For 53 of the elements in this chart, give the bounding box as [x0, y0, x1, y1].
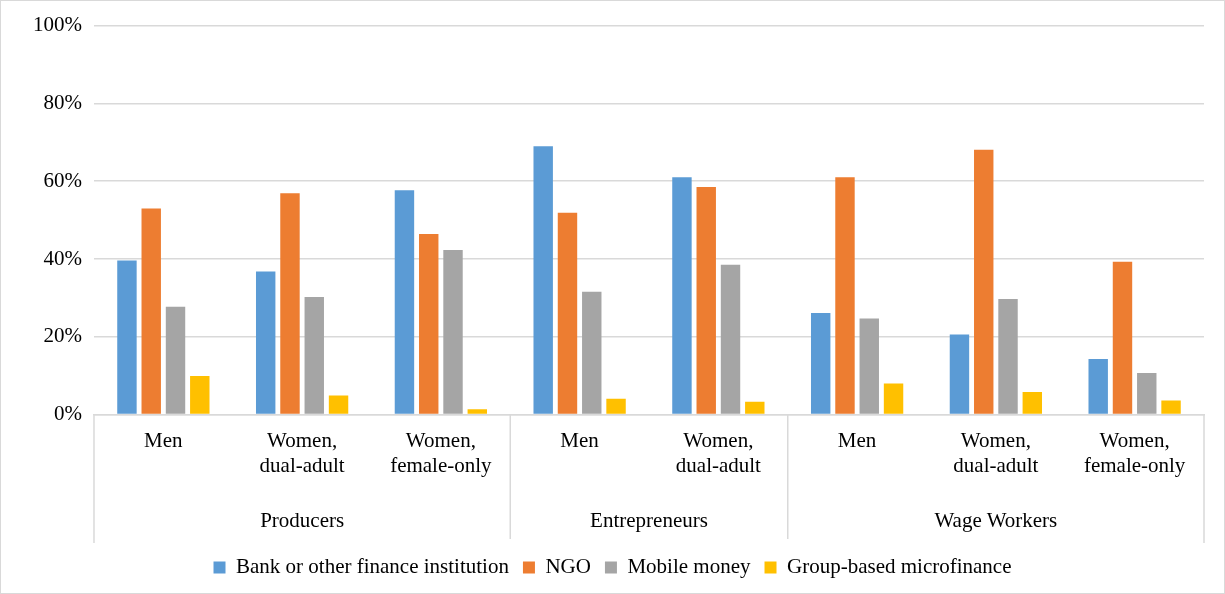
- bar: [883, 383, 904, 414]
- x-tick-label: Men: [837, 427, 877, 452]
- bar: [974, 149, 994, 414]
- bar: [1161, 400, 1181, 414]
- bar: [557, 212, 578, 414]
- bar: [419, 234, 439, 414]
- bar: [835, 177, 855, 414]
- bar: [998, 299, 1018, 414]
- x-tick-label: Women, female-only: [390, 427, 493, 477]
- text: Wage Workers: [934, 507, 1058, 532]
- x-tick-label: Women, dual-adult: [675, 427, 762, 477]
- bar: [467, 409, 488, 414]
- bar: [280, 193, 300, 414]
- y-tick-label: 80%: [43, 89, 82, 114]
- bar: [141, 208, 161, 414]
- y-tick-label: 0%: [53, 401, 82, 426]
- bar: [696, 187, 716, 414]
- bar: [949, 334, 970, 414]
- text: Producers: [260, 507, 345, 532]
- bar: [1088, 358, 1108, 414]
- bar: [117, 260, 137, 414]
- y-tick-label: 60%: [43, 167, 82, 192]
- x-tick-label: Men: [144, 427, 184, 452]
- bar: [304, 297, 324, 414]
- x-tick-label: Men: [560, 427, 600, 452]
- x-tick-label: Women, dual-adult: [259, 427, 345, 477]
- legend-label: Bank or other finance institution: [236, 554, 510, 579]
- bar: [606, 398, 626, 414]
- bar: [255, 271, 276, 414]
- bar: [745, 401, 765, 414]
- x-tick-label: Women, female-only: [1083, 427, 1186, 477]
- bar: [165, 306, 186, 414]
- x-tick-label: Women, dual-adult: [953, 427, 1039, 477]
- bar: [582, 291, 602, 414]
- bar: [394, 190, 415, 414]
- bar: [1022, 392, 1043, 414]
- bar: [720, 264, 741, 414]
- y-tick-label: 20%: [43, 323, 82, 348]
- bar: [672, 177, 692, 414]
- bar: [190, 376, 210, 414]
- bar: [533, 146, 553, 414]
- legend-label: Mobile money: [627, 554, 752, 579]
- text: Entrepreneurs: [590, 507, 708, 532]
- legend-label: Group-based microfinance: [787, 554, 1012, 579]
- bar: [859, 318, 879, 414]
- bar: [443, 250, 463, 414]
- legend-label: NGO: [545, 554, 591, 579]
- y-tick-label: 40%: [43, 245, 82, 270]
- bar: [328, 395, 349, 414]
- bar: [1137, 372, 1157, 414]
- y-tick-label: 100%: [32, 12, 82, 37]
- bar: [1112, 261, 1133, 414]
- bar: [810, 313, 831, 414]
